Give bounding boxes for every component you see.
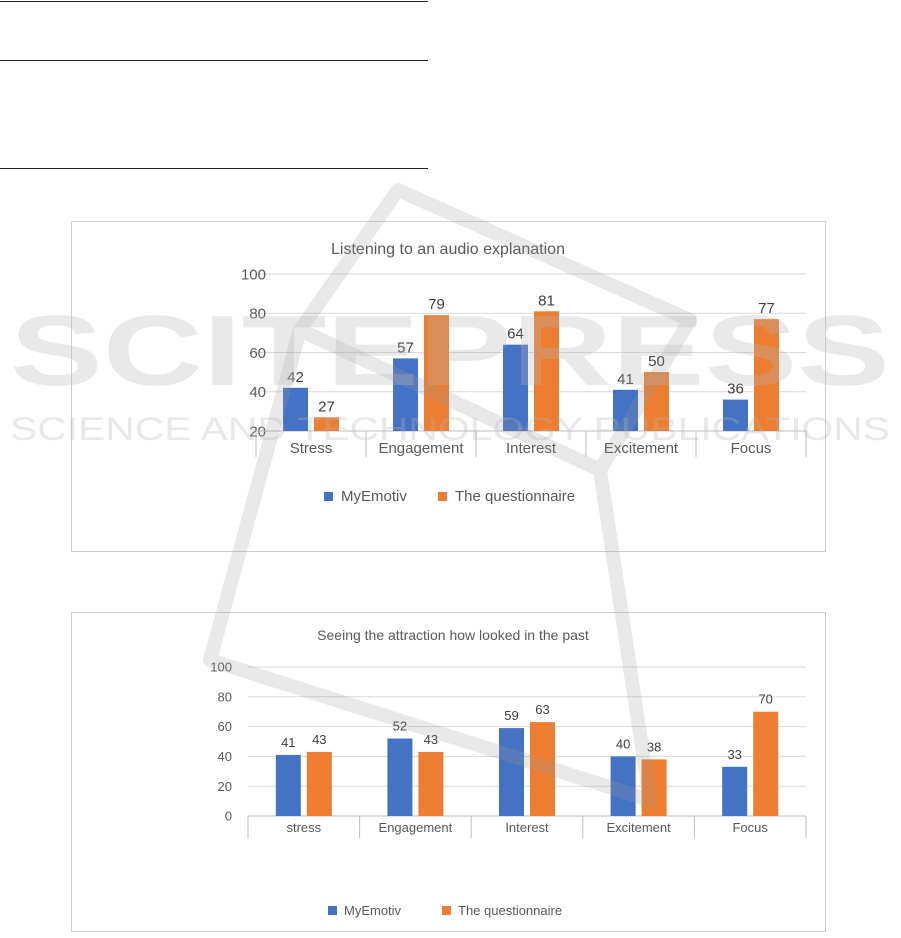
bar-chart-audio: Listening to an audio explanation 20 40 60 8… <box>241 241 807 505</box>
category-label: Interest <box>506 440 557 457</box>
chart-panel-past: Seeing the attraction how looked in the … <box>71 612 826 932</box>
bar-myemotiv <box>393 358 418 431</box>
y-tick-label: 0 <box>225 809 232 824</box>
bar-questionnaire <box>424 315 449 431</box>
bar-questionnaire <box>530 722 555 816</box>
data-label: 57 <box>397 339 414 356</box>
bottom-rule <box>0 168 428 169</box>
bar-myemotiv <box>613 389 638 431</box>
category-label: Interest <box>505 820 549 835</box>
category-label: stress <box>286 820 321 835</box>
data-label: 70 <box>758 692 772 707</box>
legend-swatch <box>438 492 447 501</box>
category-label: Excitement <box>606 820 671 835</box>
y-tick-label: 100 <box>210 660 232 675</box>
data-label: 36 <box>727 381 744 398</box>
chart-title: Seeing the attraction how looked in the … <box>317 627 589 643</box>
y-tick-label: 20 <box>218 779 232 794</box>
chart-title: Listening to an audio explanation <box>331 241 565 258</box>
legend-swatch <box>328 906 337 915</box>
data-label: 59 <box>504 708 518 723</box>
y-tick-label: 100 <box>241 266 266 283</box>
category-label: Stress <box>290 440 333 457</box>
y-tick-label: 80 <box>218 689 232 704</box>
data-label: 40 <box>616 736 630 751</box>
y-tick-label: 40 <box>249 384 266 401</box>
bar-myemotiv <box>275 754 301 816</box>
data-label: 79 <box>428 296 445 313</box>
legend-label: MyEmotiv <box>344 903 402 918</box>
category-label: Focus <box>732 820 768 835</box>
category-label: Excitement <box>604 440 679 457</box>
bar-questionnaire <box>314 417 339 431</box>
data-label: 33 <box>727 747 741 762</box>
legend-swatch <box>324 492 333 501</box>
data-label: 63 <box>535 702 549 717</box>
bar-myemotiv <box>722 766 748 816</box>
data-label: 77 <box>758 300 775 317</box>
data-label: 41 <box>617 371 634 388</box>
bar-questionnaire <box>644 372 669 431</box>
data-label: 64 <box>507 326 524 343</box>
y-tick-label: 80 <box>249 306 266 323</box>
data-label: 43 <box>424 732 438 747</box>
bar-myemotiv <box>283 387 308 431</box>
bar-chart-past: Seeing the attraction how looked in the … <box>210 627 807 918</box>
category-label: Engagement <box>378 440 464 457</box>
bar-myemotiv <box>723 399 748 431</box>
chart-panel-audio: Listening to an audio explanation 20 40 60 8… <box>71 221 826 552</box>
bar-questionnaire <box>753 711 779 816</box>
legend-label: The questionnaire <box>458 903 562 918</box>
data-label: 81 <box>538 292 555 309</box>
bar-questionnaire <box>641 759 667 816</box>
data-label: 43 <box>312 732 326 747</box>
bar-questionnaire <box>534 311 559 431</box>
middle-rule <box>0 60 428 61</box>
top-rule <box>0 1 428 2</box>
data-label: 42 <box>287 369 304 386</box>
legend-swatch <box>442 906 451 915</box>
data-label: 50 <box>648 353 665 370</box>
y-tick-label: 60 <box>218 719 232 734</box>
bar-myemotiv <box>387 738 413 816</box>
legend-label: The questionnaire <box>455 488 575 505</box>
bar-myemotiv <box>610 756 636 816</box>
y-tick-label: 20 <box>249 423 266 440</box>
data-label: 52 <box>393 719 407 734</box>
y-tick-label: 40 <box>218 749 232 764</box>
data-label: 38 <box>647 739 661 754</box>
y-tick-label: 60 <box>249 345 266 362</box>
data-label: 41 <box>281 735 295 750</box>
data-label: 27 <box>318 398 335 415</box>
category-label: Focus <box>731 440 772 457</box>
category-label: Engagement <box>379 820 453 835</box>
bar-myemotiv <box>499 728 524 816</box>
bar-questionnaire <box>306 751 332 816</box>
legend-label: MyEmotiv <box>341 488 407 505</box>
bar-myemotiv <box>503 344 528 431</box>
bar-questionnaire <box>418 751 444 816</box>
bar-questionnaire <box>754 319 779 431</box>
